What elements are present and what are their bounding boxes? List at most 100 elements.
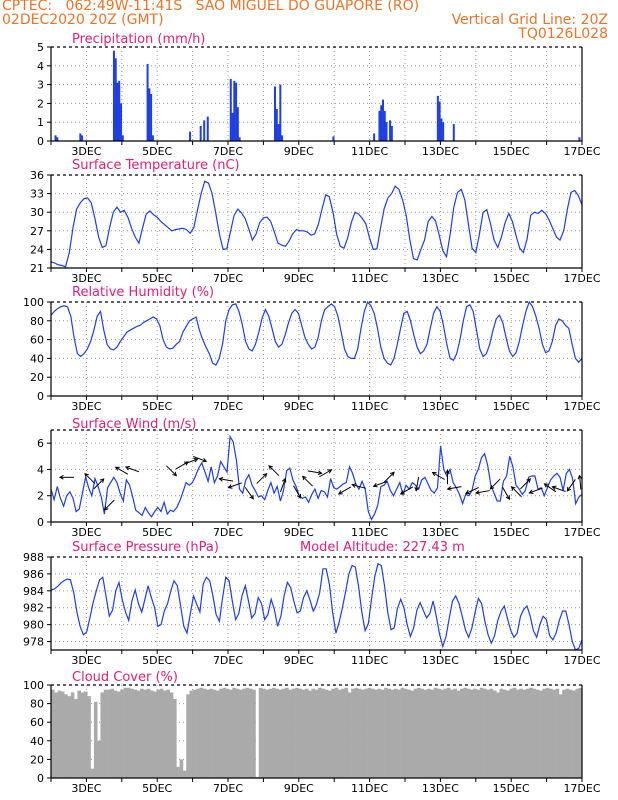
cloud-cover-bar (120, 689, 124, 778)
cloud-cover-bar (522, 689, 527, 778)
wind-arrow (520, 478, 531, 490)
cloud-cover-bar (351, 688, 355, 778)
y-tick-label: 40 (30, 352, 44, 365)
wind-arrow (319, 469, 332, 478)
y-tick-label: 978 (23, 636, 44, 649)
cloud-cover-bar (476, 689, 481, 778)
cloud-cover-bar (156, 689, 161, 778)
wind-arrow (400, 486, 414, 495)
header-grid-line: Vertical Grid Line: 20Z (451, 12, 608, 28)
wind-arrow-head (566, 486, 572, 492)
x-tick-label: 17DEC (563, 145, 600, 158)
x-tick-label: 17DEC (563, 272, 600, 285)
cloud-cover-bar (57, 690, 62, 778)
cloud-cover-bar (354, 687, 359, 778)
cloud-cover-bar (268, 688, 273, 778)
precip-bar (438, 101, 441, 141)
cloud-cover-bar (466, 688, 471, 778)
cloud-cover-bar (407, 689, 411, 778)
precip-bar (277, 124, 280, 141)
cloud-cover-bar (209, 688, 213, 778)
x-tick-label: 15DEC (493, 272, 530, 285)
wind-arrow (566, 479, 576, 492)
y-tick-label: 33 (30, 188, 44, 201)
cloud-cover-bar (575, 688, 579, 778)
wind-arrow-head (184, 461, 189, 466)
cloud-cover-bar (304, 688, 309, 778)
cloud-cover-bar (525, 688, 530, 778)
x-tick-label: 11DEC (351, 654, 388, 667)
cloud-cover-bar (562, 689, 566, 778)
wind-arrow-head (249, 494, 254, 500)
cloud-cover-bar (149, 690, 154, 778)
cloud-cover-bar (173, 698, 177, 778)
cloud-cover-bar (301, 689, 306, 778)
cloud-cover-bar (344, 687, 349, 778)
x-tick-label: 3DEC (71, 272, 101, 285)
wind-arrow-head (103, 505, 109, 511)
cloud-cover-bar (275, 688, 279, 778)
cloud-cover-bar (331, 688, 335, 778)
cloud-cover-bar (443, 688, 448, 778)
x-tick-label: 13DEC (422, 526, 459, 539)
cloud-cover-bar (107, 689, 111, 778)
wind-arrow (268, 465, 280, 477)
wind-arrow (93, 478, 105, 490)
y-tick-label: 20 (30, 753, 44, 766)
wind-arrow-head (526, 478, 532, 483)
cloud-cover-bar (169, 692, 174, 778)
cloud-cover-bar (136, 690, 141, 778)
series-line (50, 300, 583, 366)
wind-arrow (125, 466, 140, 473)
cloud-cover-bar (166, 689, 171, 778)
cloud-cover-bar (110, 688, 114, 778)
x-tick-label: 9DEC (284, 400, 314, 413)
cloud-cover-bar (153, 691, 157, 778)
cloud-cover-bar (311, 688, 316, 778)
cloud-cover-bar (235, 688, 240, 778)
x-tick-label: 5DEC (142, 526, 172, 539)
wind-arrow-head (202, 457, 208, 463)
x-tick-label: 7DEC (213, 654, 243, 667)
panel-1: 21 24 27 30 33 36 3DEC 5DEC 7DEC 9DEC 11DEC 13DEC 15… (30, 158, 601, 285)
precip-bar (380, 105, 383, 141)
precip-bar (203, 120, 206, 141)
cloud-cover-bar (146, 688, 151, 778)
wind-arrow (280, 478, 286, 492)
cloud-cover-bar (380, 689, 385, 778)
panel-3: 0 2 4 6 3DEC 5DEC 7DEC 9DEC 11DEC 13DEC 15DEC 17DEC… (37, 417, 601, 539)
cloud-cover-bar (357, 688, 362, 778)
cloud-cover-bar (374, 689, 378, 778)
wind-arrow (465, 487, 479, 494)
cloud-cover-bar (532, 688, 537, 778)
x-tick-label: 3DEC (71, 145, 101, 158)
y-tick-label: 80 (30, 315, 44, 328)
cloud-cover-bar (337, 689, 342, 778)
precip-bar (150, 94, 153, 141)
precip-bar (229, 78, 232, 141)
wind-arrow (383, 472, 395, 483)
wind-arrow (184, 458, 198, 465)
y-tick-label: 0 (37, 772, 44, 785)
panel-title: Surface Wind (m/s) (72, 417, 196, 432)
x-tick-label: 17DEC (563, 654, 600, 667)
x-tick-label: 11DEC (351, 782, 388, 795)
precip-bar (114, 58, 117, 141)
cloud-cover-bar (492, 690, 497, 778)
precip-bar (383, 110, 386, 141)
x-tick-label: 9DEC (284, 272, 314, 285)
series-line (50, 180, 583, 268)
precip-bar (54, 135, 57, 141)
wind-arrow-head (114, 466, 120, 471)
precip-bar (121, 135, 124, 141)
wind-arrow-head (543, 483, 549, 488)
cloud-cover-bar (341, 688, 345, 778)
precip-bar (274, 86, 277, 141)
wind-arrow (529, 487, 543, 494)
cloud-cover-bar (387, 688, 392, 778)
wind-arrow-head (99, 478, 105, 483)
cloud-cover-bar (347, 692, 352, 778)
precip-bar (81, 135, 84, 141)
cloud-cover-bar (390, 689, 395, 778)
cloud-cover-bar (456, 690, 461, 778)
